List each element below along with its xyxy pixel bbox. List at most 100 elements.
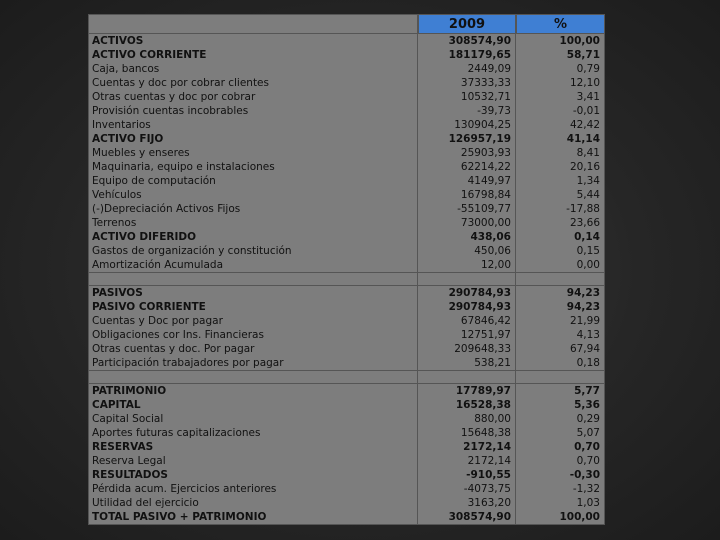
row-label: TOTAL PASIVO + PATRIMONIO: [88, 510, 418, 524]
row-percent: 1,03: [516, 496, 605, 510]
header-percent: %: [516, 14, 605, 34]
row-label: ACTIVOS: [88, 34, 418, 48]
row-label: RESULTADOS: [88, 468, 418, 482]
table-row: Utilidad del ejercicio 3163,20 1,03: [88, 496, 605, 510]
row-value-2009: 16528,38: [418, 398, 516, 412]
row-label: Obligaciones cor Ins. Financieras: [88, 328, 418, 342]
row-percent: 12,10: [516, 76, 605, 90]
row-value-2009: [418, 272, 516, 286]
row-label: Cuentas y doc por cobrar clientes: [88, 76, 418, 90]
table-row: Otras cuentas y doc por cobrar 10532,71 3,…: [88, 90, 605, 104]
table-row: ACTIVO FIJO 126957,19 41,14: [88, 132, 605, 146]
row-value-2009: 67846,42: [418, 314, 516, 328]
row-label: Pérdida acum. Ejercicios anteriores: [88, 482, 418, 496]
row-value-2009: -55109,77: [418, 202, 516, 216]
table-row: PATRIMONIO 17789,97 5,77: [88, 384, 605, 398]
row-label: Otras cuentas y doc por cobrar: [88, 90, 418, 104]
row-percent: 41,14: [516, 132, 605, 146]
row-value-2009: 126957,19: [418, 132, 516, 146]
table-row: ACTIVO DIFERIDO 438,06 0,14: [88, 230, 605, 244]
row-percent: 58,71: [516, 48, 605, 62]
row-label: Reserva Legal: [88, 454, 418, 468]
row-percent: 0,14: [516, 230, 605, 244]
row-label: Otras cuentas y doc. Por pagar: [88, 342, 418, 356]
row-percent: 21,99: [516, 314, 605, 328]
table-row: Cuentas y doc por cobrar clientes 37333,3…: [88, 76, 605, 90]
row-label: Terrenos: [88, 216, 418, 230]
table-row: Otras cuentas y doc. Por pagar 209648,33 6…: [88, 342, 605, 356]
table-row: Maquinaria, equipo e instalaciones 62214,…: [88, 160, 605, 174]
row-label: Muebles y enseres: [88, 146, 418, 160]
row-label: CAPITAL: [88, 398, 418, 412]
row-percent: 94,23: [516, 300, 605, 314]
row-percent: 0,70: [516, 440, 605, 454]
table-row: Provisión cuentas incobrables -39,73 -0,01: [88, 104, 605, 118]
table-row: Gastos de organización y constitución 450…: [88, 244, 605, 258]
table-body: ACTIVOS 308574,90 100,00 ACTIVO CORRIENTE 18…: [88, 34, 605, 525]
table-row: Caja, bancos 2449,09 0,79: [88, 62, 605, 76]
table-row: Amortización Acumulada 12,00 0,00: [88, 258, 605, 272]
table-row: Participación trabajadores por pagar 538,…: [88, 356, 605, 370]
table-row: Muebles y enseres 25903,93 8,41: [88, 146, 605, 160]
row-value-2009: 308574,90: [418, 510, 516, 524]
row-value-2009: 438,06: [418, 230, 516, 244]
row-percent: 94,23: [516, 286, 605, 300]
row-percent: -0,30: [516, 468, 605, 482]
table-row: PASIVOS 290784,93 94,23: [88, 286, 605, 300]
table-row: Pérdida acum. Ejercicios anteriores -4073…: [88, 482, 605, 496]
balance-sheet-table: 2009 % ACTIVOS 308574,90 100,00 ACTIVO CORR…: [88, 14, 605, 525]
row-percent: 100,00: [516, 34, 605, 48]
row-value-2009: 17789,97: [418, 384, 516, 398]
row-value-2009: 209648,33: [418, 342, 516, 356]
row-value-2009: 3163,20: [418, 496, 516, 510]
row-value-2009: 12,00: [418, 258, 516, 272]
row-value-2009: 25903,93: [418, 146, 516, 160]
row-value-2009: 73000,00: [418, 216, 516, 230]
row-label: Capital Social: [88, 412, 418, 426]
row-label: Cuentas y Doc por pagar: [88, 314, 418, 328]
header-label-cell: [88, 14, 418, 34]
row-percent: 0,18: [516, 356, 605, 370]
row-percent: 0,79: [516, 62, 605, 76]
table-row: ACTIVOS 308574,90 100,00: [88, 34, 605, 48]
row-label: [88, 370, 418, 384]
table-row: Equipo de computación 4149,97 1,34: [88, 174, 605, 188]
row-value-2009: 37333,33: [418, 76, 516, 90]
row-value-2009: 130904,25: [418, 118, 516, 132]
row-value-2009: 12751,97: [418, 328, 516, 342]
row-label: Equipo de computación: [88, 174, 418, 188]
row-value-2009: -910,55: [418, 468, 516, 482]
row-label: Participación trabajadores por pagar: [88, 356, 418, 370]
table-row: CAPITAL 16528,38 5,36: [88, 398, 605, 412]
row-value-2009: 308574,90: [418, 34, 516, 48]
row-label: Inventarios: [88, 118, 418, 132]
row-percent: [516, 370, 605, 384]
row-label: ACTIVO DIFERIDO: [88, 230, 418, 244]
row-percent: 5,36: [516, 398, 605, 412]
row-value-2009: 16798,84: [418, 188, 516, 202]
spacer-row: [88, 272, 605, 286]
table-row: ACTIVO CORRIENTE 181179,65 58,71: [88, 48, 605, 62]
row-percent: 0,00: [516, 258, 605, 272]
table-row: TOTAL PASIVO + PATRIMONIO 308574,90 100,00: [88, 510, 605, 525]
row-value-2009: 4149,97: [418, 174, 516, 188]
table-row: RESULTADOS -910,55 -0,30: [88, 468, 605, 482]
row-percent: 5,44: [516, 188, 605, 202]
row-percent: 3,41: [516, 90, 605, 104]
row-percent: 20,16: [516, 160, 605, 174]
row-percent: -0,01: [516, 104, 605, 118]
row-label: [88, 272, 418, 286]
row-value-2009: 181179,65: [418, 48, 516, 62]
row-value-2009: [418, 370, 516, 384]
row-percent: 4,13: [516, 328, 605, 342]
row-percent: 0,15: [516, 244, 605, 258]
row-label: ACTIVO FIJO: [88, 132, 418, 146]
row-percent: 0,29: [516, 412, 605, 426]
row-percent: -17,88: [516, 202, 605, 216]
row-label: Utilidad del ejercicio: [88, 496, 418, 510]
row-value-2009: 62214,22: [418, 160, 516, 174]
row-percent: 5,07: [516, 426, 605, 440]
row-percent: 42,42: [516, 118, 605, 132]
table-row: PASIVO CORRIENTE 290784,93 94,23: [88, 300, 605, 314]
row-value-2009: 880,00: [418, 412, 516, 426]
